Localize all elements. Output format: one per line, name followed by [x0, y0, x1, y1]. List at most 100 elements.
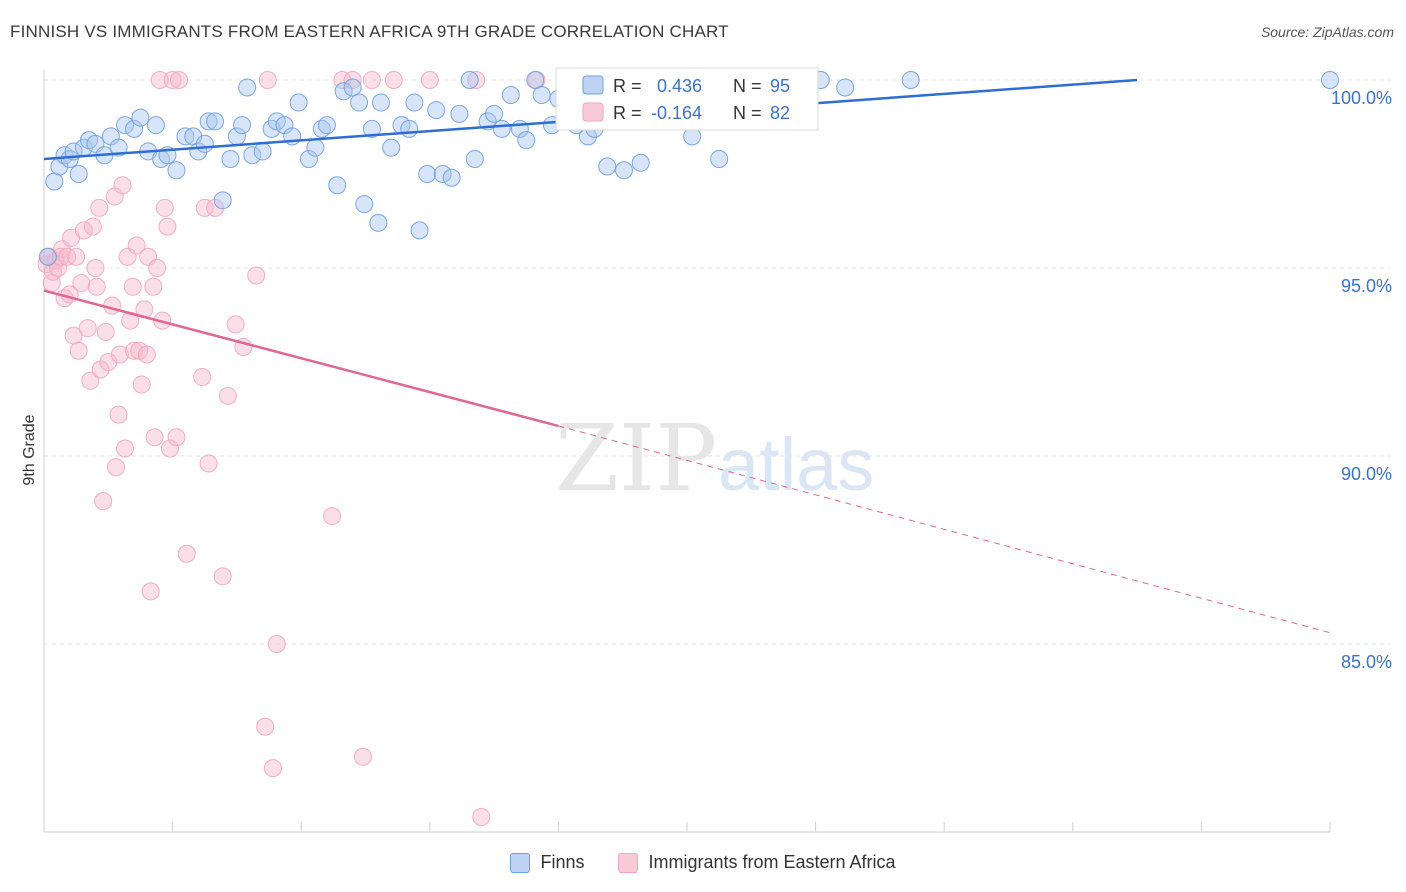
- immigrants-point: [177, 544, 196, 563]
- legend-finns-label: Finns: [540, 852, 585, 872]
- immigrants-point: [323, 507, 342, 526]
- immigrants-point: [123, 277, 142, 296]
- legend-item-immigrants: Immigrants from Eastern Africa: [618, 852, 896, 873]
- finns-point: [221, 149, 240, 168]
- immigrants-point: [94, 492, 113, 511]
- finns-point: [433, 165, 452, 183]
- immigrants-point: [362, 71, 381, 89]
- finns-point: [213, 191, 232, 210]
- immigrants-r-value: -0.164: [651, 103, 702, 123]
- finns-point: [901, 71, 920, 89]
- legend-immigrants-label: Immigrants from Eastern Africa: [648, 852, 896, 872]
- immigrants-point: [144, 277, 163, 296]
- finns-n-value: 95: [770, 76, 790, 96]
- legend-item-finns: Finns: [510, 852, 584, 873]
- finns-point: [289, 93, 308, 112]
- immigrants-point: [107, 458, 126, 477]
- immigrants-point: [145, 428, 164, 447]
- finns-points: [38, 71, 1339, 266]
- immigrants-point: [193, 368, 212, 387]
- finns-point: [253, 142, 272, 161]
- immigrants-point: [150, 71, 169, 89]
- finns-point: [631, 153, 650, 172]
- y-tick-label: 85.0%: [1341, 652, 1392, 672]
- chart-title: FINNISH VS IMMIGRANTS FROM EASTERN AFRIC…: [10, 22, 729, 41]
- finns-point: [526, 71, 545, 89]
- immigrants-r-label: R =: [613, 103, 642, 123]
- finns-point: [371, 93, 390, 112]
- stats-box: R = 0.436 N = 95 R = -0.164 N = 82: [555, 67, 819, 131]
- immigrants-trendline-extension: [558, 425, 1331, 634]
- immigrants-point: [109, 405, 128, 424]
- y-tick-label: 95.0%: [1341, 276, 1392, 296]
- immigrants-point: [163, 71, 182, 89]
- y-tick-label: 100.0%: [1331, 88, 1392, 108]
- immigrants-n-label: N =: [733, 103, 762, 123]
- immigrants-point: [247, 266, 266, 285]
- finns-point: [418, 165, 437, 183]
- finns-point: [362, 119, 381, 138]
- immigrants-point: [91, 360, 110, 379]
- y-tick-labels: 100.0% 95.0% 90.0% 85.0%: [1331, 88, 1392, 672]
- immigrants-point: [267, 635, 286, 653]
- immigrants-point: [161, 439, 180, 458]
- finns-point: [517, 131, 536, 150]
- watermark: ZIP atlas: [555, 405, 874, 512]
- finns-point: [206, 112, 225, 131]
- immigrants-point: [256, 717, 275, 736]
- watermark-atlas: atlas: [718, 423, 874, 506]
- immigrants-point: [226, 315, 245, 334]
- finns-point: [427, 101, 446, 120]
- finns-point: [598, 157, 617, 176]
- immigrants-point: [67, 247, 86, 266]
- immigrants-point: [148, 259, 167, 277]
- finns-point: [1321, 71, 1339, 89]
- finns-point: [382, 138, 401, 157]
- immigrants-point: [206, 198, 225, 217]
- finns-point: [369, 213, 388, 232]
- immigrants-point: [137, 345, 156, 364]
- finns-point: [532, 86, 551, 105]
- finns-point: [125, 119, 144, 138]
- immigrants-point: [467, 71, 486, 89]
- finns-point: [400, 119, 419, 138]
- finns-swatch: [510, 852, 531, 873]
- immigrants-swatch: [618, 852, 639, 873]
- finns-point: [167, 161, 186, 180]
- finns-point: [131, 108, 150, 127]
- finns-point: [465, 149, 484, 168]
- finns-point: [199, 112, 218, 131]
- immigrants-point: [158, 217, 177, 236]
- source-label: Source: ZipAtlas.com: [1260, 24, 1394, 40]
- finns-point: [233, 116, 252, 135]
- immigrants-point: [86, 259, 105, 277]
- immigrants-point: [81, 371, 100, 390]
- immigrants-point: [195, 198, 214, 217]
- y-tick-label: 90.0%: [1341, 464, 1392, 484]
- finns-point: [343, 78, 362, 97]
- immigrants-point: [132, 375, 151, 394]
- finns-point: [355, 195, 374, 214]
- immigrants-point: [69, 341, 88, 360]
- finns-point: [492, 119, 511, 138]
- immigrants-point: [472, 807, 491, 826]
- immigrants-point: [141, 582, 160, 601]
- immigrants-point: [199, 454, 218, 473]
- immigrants-point: [127, 236, 146, 255]
- immigrants-points: [37, 71, 686, 826]
- finns-r-value: 0.436: [657, 76, 702, 96]
- immigrants-point: [83, 217, 102, 236]
- finns-point: [45, 172, 64, 191]
- immigrants-point: [258, 71, 277, 89]
- finns-point: [317, 116, 336, 135]
- finns-point: [485, 104, 504, 123]
- immigrants-point: [72, 274, 91, 293]
- finns-point: [405, 93, 424, 112]
- immigrants-trendline: [43, 289, 559, 428]
- watermark-zip: ZIP: [555, 405, 717, 512]
- legend: Finns Immigrants from Eastern Africa: [0, 852, 1406, 873]
- finns-point: [146, 116, 165, 135]
- immigrants-point: [87, 277, 106, 296]
- finns-point: [460, 71, 479, 89]
- immigrants-point: [110, 345, 129, 364]
